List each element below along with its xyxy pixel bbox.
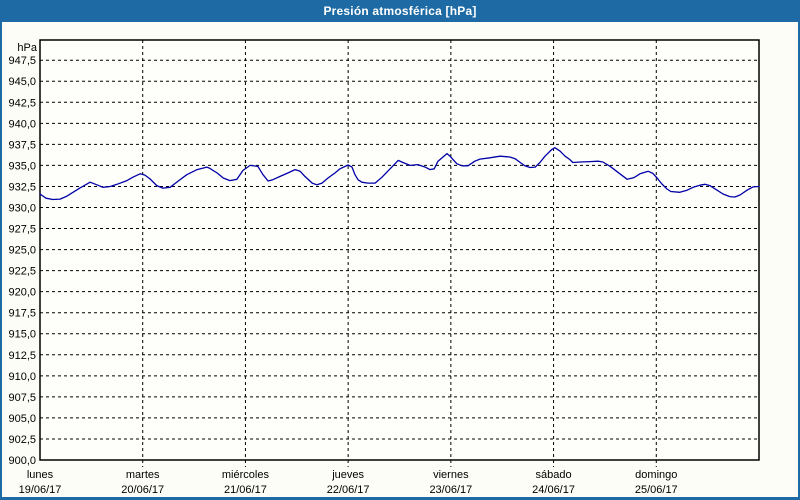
- chart-canvas: [2, 22, 798, 497]
- title-bar: Presión atmosférica [hPa]: [0, 0, 800, 22]
- chart-title: Presión atmosférica [hPa]: [323, 4, 477, 18]
